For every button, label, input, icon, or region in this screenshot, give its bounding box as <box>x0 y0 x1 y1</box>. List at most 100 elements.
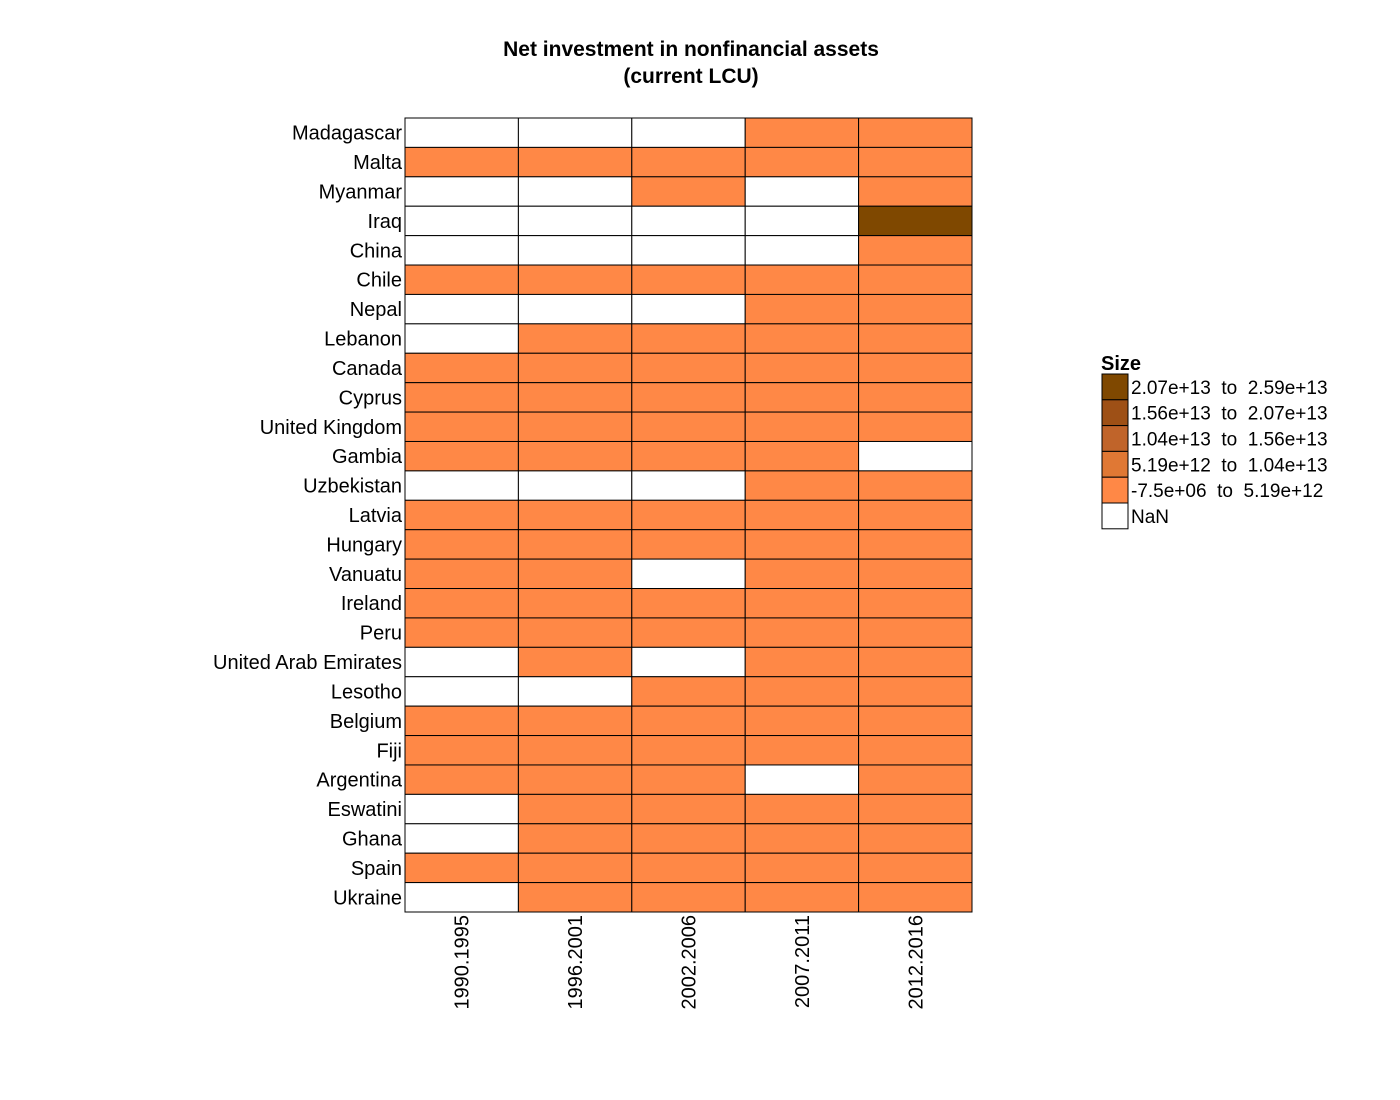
heatmap-cell <box>858 146 973 178</box>
heatmap-cell <box>744 617 860 648</box>
heatmap-cell <box>858 882 973 913</box>
y-tick-label: Hungary <box>326 534 402 556</box>
heatmap-cell <box>744 764 860 795</box>
legend-swatch <box>1101 399 1129 427</box>
heatmap-cell <box>404 293 519 325</box>
legend-swatch <box>1101 450 1129 478</box>
heatmap-cell <box>404 411 519 442</box>
heatmap-cell <box>631 470 746 501</box>
y-tick-label: Argentina <box>316 770 402 792</box>
y-tick-label: Spain <box>351 858 402 880</box>
heatmap-cell <box>744 411 860 442</box>
heatmap-cell <box>858 235 973 266</box>
heatmap-cell <box>631 205 746 237</box>
heatmap-cell <box>858 793 973 825</box>
heatmap-cell <box>517 529 633 560</box>
heatmap-cell <box>404 382 519 413</box>
x-tick-label: 2007.2011 <box>792 915 814 1008</box>
y-tick-label: Lebanon <box>324 329 402 351</box>
heatmap-cell <box>744 646 860 678</box>
heatmap-cell <box>404 176 519 207</box>
y-tick-label: Lesotho <box>331 681 402 703</box>
heatmap-cell <box>744 499 860 531</box>
heatmap-cell <box>858 646 973 678</box>
heatmap-cell <box>631 823 746 854</box>
x-tick-label: 1990.1995 <box>452 915 474 1010</box>
heatmap-cell <box>517 499 633 531</box>
y-tick-label: Belgium <box>330 711 402 733</box>
heatmap-cell <box>858 382 973 413</box>
heatmap-cell <box>404 352 519 384</box>
heatmap-cell <box>744 352 860 384</box>
legend-swatch <box>1101 425 1129 452</box>
heatmap-cell <box>858 617 973 648</box>
heatmap-cell <box>858 852 973 884</box>
heatmap-cell <box>631 882 746 913</box>
heatmap-cell <box>404 676 519 707</box>
legend-swatch <box>1101 502 1129 530</box>
heatmap-cell <box>631 852 746 884</box>
heatmap-cell <box>858 676 973 707</box>
heatmap-cell <box>517 117 633 148</box>
legend-label: 5.19e+12 to 1.04e+13 <box>1131 455 1328 476</box>
y-tick-label: Peru <box>360 623 402 645</box>
heatmap-cell <box>744 382 860 413</box>
heatmap-cell <box>858 558 973 590</box>
heatmap-cell <box>744 705 860 737</box>
heatmap-cell <box>631 440 746 472</box>
chart-title-line-1: Net investment in nonfinancial assets <box>503 38 879 61</box>
heatmap-cell <box>858 764 973 795</box>
heatmap-cell <box>404 793 519 825</box>
heatmap-cell <box>858 352 973 384</box>
heatmap-cell <box>744 323 860 354</box>
heatmap-cell <box>517 705 633 737</box>
heatmap-cell <box>858 705 973 737</box>
heatmap-cell <box>404 558 519 590</box>
heatmap-cell <box>744 676 860 707</box>
heatmap-cell <box>744 558 860 590</box>
heatmap-cell <box>517 617 633 648</box>
y-tick-label: Canada <box>332 358 403 380</box>
y-tick-label: United Arab Emirates <box>213 652 402 674</box>
heatmap-cell <box>517 852 633 884</box>
y-tick-label: Malta <box>353 152 403 174</box>
heatmap-cell <box>631 617 746 648</box>
heatmap-cell <box>858 117 973 148</box>
heatmap-cell <box>858 176 973 207</box>
heatmap-cell <box>744 264 860 295</box>
heatmap-cell <box>744 205 860 237</box>
legend-swatch <box>1101 373 1129 401</box>
heatmap-cell <box>517 558 633 590</box>
heatmap-cell <box>517 735 633 766</box>
heatmap-cell <box>517 323 633 354</box>
heatmap-cell <box>631 529 746 560</box>
heatmap-cell <box>631 264 746 295</box>
heatmap-cell <box>858 588 973 619</box>
legend: Size 2.07e+13 to 2.59e+13 1.56e+13 to 2.0… <box>1101 353 1328 530</box>
heatmap-cell <box>858 323 973 354</box>
heatmap-cell <box>631 499 746 531</box>
heatmap-cell <box>631 735 746 766</box>
heatmap-cell <box>631 705 746 737</box>
heatmap-cell <box>631 382 746 413</box>
heatmap-cell <box>404 323 519 354</box>
legend-label: NaN <box>1131 507 1169 528</box>
y-tick-label: Cyprus <box>339 387 402 409</box>
y-tick-label: Eswatini <box>328 799 402 821</box>
heatmap-cell <box>404 529 519 560</box>
heatmap-cell <box>404 235 519 266</box>
heatmap-cell <box>404 705 519 737</box>
y-tick-label: China <box>350 240 403 262</box>
legend-label: -7.5e+06 to 5.19e+12 <box>1131 481 1323 502</box>
heatmap-cell <box>517 382 633 413</box>
heatmap-cell <box>631 293 746 325</box>
heatmap-cell <box>404 646 519 678</box>
heatmap-cell <box>404 823 519 854</box>
heatmap-cell <box>404 440 519 472</box>
y-tick-label: Uzbekistan <box>303 476 402 498</box>
heatmap-cell <box>517 411 633 442</box>
heatmap-cell <box>517 764 633 795</box>
heatmap-cell <box>404 499 519 531</box>
